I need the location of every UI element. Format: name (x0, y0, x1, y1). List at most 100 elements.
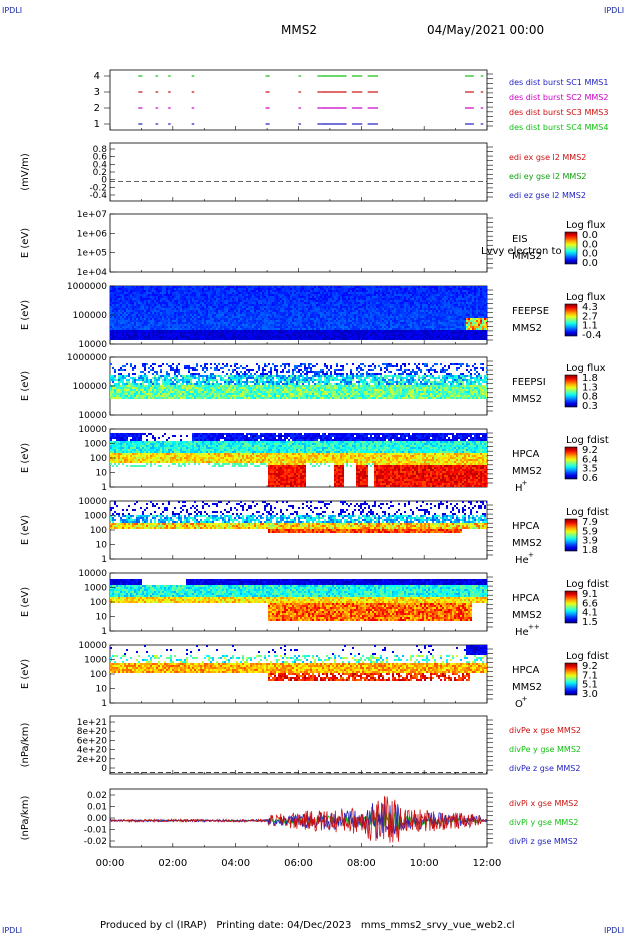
spectrogram-cell (330, 306, 332, 308)
spectrogram-cell (214, 302, 216, 304)
spectrogram-cell (242, 330, 244, 332)
spectrogram-cell (442, 318, 444, 320)
spectrogram-cell (286, 330, 288, 332)
spectrogram-cell (316, 330, 318, 332)
spectrogram-cell (470, 314, 472, 316)
spectrogram-cell (450, 318, 452, 320)
spectrogram-cell (270, 304, 272, 306)
spectrogram-cell (276, 308, 278, 310)
spectrogram-cell (388, 290, 390, 292)
spectrogram-cell (280, 334, 282, 336)
spectrogram-cell (122, 294, 124, 296)
spectrogram-cell (240, 330, 242, 332)
spectrogram-cell (416, 294, 418, 296)
spectrogram-cell (394, 302, 396, 304)
spectrogram-cell (328, 300, 330, 302)
spectrogram-cell (302, 306, 304, 308)
spectrogram-cell (258, 308, 260, 310)
spectrogram-cell (338, 304, 340, 306)
spectrogram-cell (446, 298, 448, 300)
spectrogram-cell (242, 318, 244, 320)
spectrogram-cell (174, 332, 176, 334)
spectrogram-cell (318, 316, 320, 318)
spectrogram-cell (474, 290, 476, 292)
spectrogram-cell (484, 310, 486, 312)
spectrogram-cell (270, 294, 272, 296)
spectrogram-cell (170, 312, 172, 314)
spectrogram-cell (220, 312, 222, 314)
spectrogram-cell (376, 288, 378, 290)
spectrogram-cell (378, 302, 380, 304)
spectrogram-cell (120, 332, 122, 334)
spectrogram-cell (436, 334, 438, 336)
spectrogram-cell (180, 328, 182, 330)
spectrogram-cell (252, 326, 254, 328)
spectrogram-cell (114, 290, 116, 292)
spectrogram-cell (312, 318, 314, 320)
spectrogram-cell (186, 310, 188, 312)
spectrogram-cell (256, 292, 258, 294)
spectrogram-cell (402, 324, 404, 326)
spectrogram-cell (358, 308, 360, 310)
spectrogram-cell (118, 336, 120, 338)
spectrogram-cell (288, 320, 290, 322)
spectrogram-cell (416, 318, 418, 320)
spectrogram-cell (128, 336, 130, 338)
spectrogram-cell (316, 290, 318, 292)
spectrogram-cell (230, 302, 232, 304)
spectrogram-cell (300, 294, 302, 296)
spectrogram-cell (250, 310, 252, 312)
spectrogram-cell (224, 316, 226, 318)
spectrogram-cell (316, 294, 318, 296)
spectrogram-cell (212, 322, 214, 324)
spectrogram-cell (276, 314, 278, 316)
spectrogram-cell (116, 318, 118, 320)
spectrogram-cell (172, 334, 174, 336)
spectrogram-cell (292, 292, 294, 294)
spectrogram-cell (230, 288, 232, 290)
spectrogram-cell (274, 330, 276, 332)
spectrogram-cell (388, 300, 390, 302)
spectrogram-cell (384, 332, 386, 334)
spectrogram-cell (306, 306, 308, 308)
spectrogram-cell (296, 328, 298, 330)
spectrogram-cell (154, 302, 156, 304)
spectrogram-cell (338, 322, 340, 324)
spectrogram-cell (150, 318, 152, 320)
spectrogram-cell (124, 320, 126, 322)
spectrogram-cell (136, 336, 138, 338)
spectrogram-cell (430, 320, 432, 322)
spectrogram-cell (334, 294, 336, 296)
spectrogram-cell (220, 314, 222, 316)
spectrogram-cell (214, 312, 216, 314)
spectrogram-cell (388, 306, 390, 308)
spectrogram-cell (406, 318, 408, 320)
spectrogram-cell (146, 308, 148, 310)
spectrogram-cell (156, 336, 158, 338)
spectrogram-cell (436, 308, 438, 310)
spectrogram-cell (376, 322, 378, 324)
spectrogram-cell (336, 330, 338, 332)
spectrogram-cell (410, 290, 412, 292)
spectrogram-cell (450, 326, 452, 328)
spectrogram-cell (372, 292, 374, 294)
spectrogram-cell (416, 322, 418, 324)
spectrogram-cell (230, 316, 232, 318)
spectrogram-cell (324, 296, 326, 298)
spectrogram-cell (282, 312, 284, 314)
spectrogram-cell (438, 318, 440, 320)
spectrogram-cell (158, 330, 160, 332)
spectrogram-cell (172, 336, 174, 338)
spectrogram-cell (464, 290, 466, 292)
spectrogram-cell (456, 300, 458, 302)
spectrogram-cell (382, 298, 384, 300)
spectrogram-cell (294, 328, 296, 330)
spectrogram-cell (216, 318, 218, 320)
spectrogram-cell (372, 298, 374, 300)
spectrogram-cell (482, 322, 484, 324)
spectrogram-cell (362, 290, 364, 292)
spectrogram-cell (182, 292, 184, 294)
spectrogram-cell (394, 334, 396, 336)
spectrogram-cell (442, 320, 444, 322)
spectrogram-cell (406, 302, 408, 304)
